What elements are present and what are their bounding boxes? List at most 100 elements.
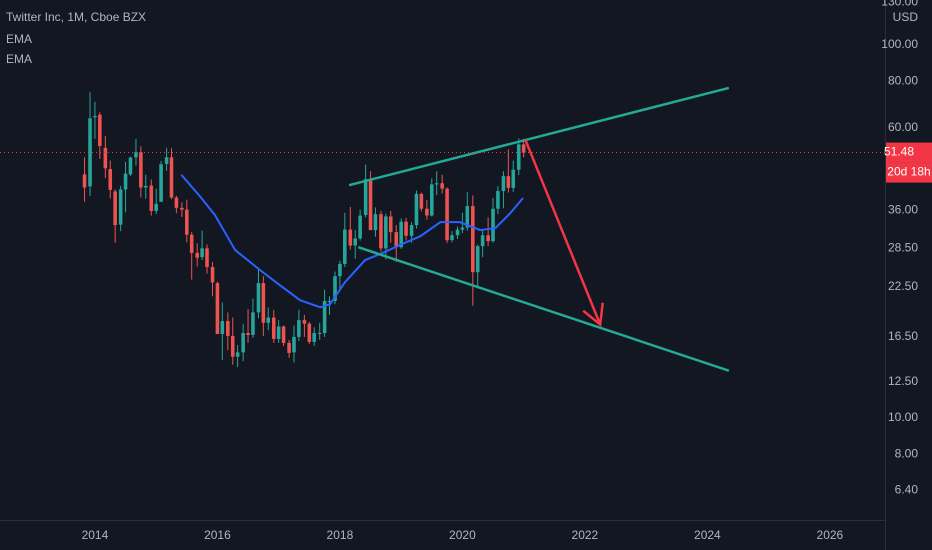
candle-body	[419, 193, 424, 209]
y-tick-label: 80.00	[888, 73, 918, 87]
candle-body	[195, 252, 199, 258]
candle-body	[327, 300, 332, 302]
candle-body	[425, 208, 429, 216]
candle-body	[388, 216, 393, 233]
candle-body	[506, 176, 511, 188]
candle-body	[261, 283, 266, 323]
candle-body	[348, 229, 353, 246]
y-tick-label: 6.40	[895, 483, 919, 497]
candle-body	[429, 184, 434, 216]
candle-body	[338, 263, 342, 277]
candle-body	[317, 333, 322, 335]
last-price-tag	[886, 142, 932, 163]
candle-body	[486, 235, 490, 242]
last-price-label: 51.48	[884, 145, 914, 159]
candle-body	[394, 232, 399, 248]
candle-body	[399, 221, 403, 248]
candle-body	[205, 248, 209, 268]
countdown-label: 20d 18h	[887, 165, 930, 179]
candle-body	[475, 246, 480, 273]
candle-body	[440, 183, 444, 189]
trend-line	[357, 246, 730, 372]
candle-body	[281, 326, 286, 343]
candle-body	[434, 183, 439, 185]
indicator-label: EMA	[6, 52, 32, 66]
candle-body	[379, 214, 383, 249]
y-tick-label: 22.50	[888, 279, 918, 293]
candle-body	[103, 147, 108, 169]
candle-body	[251, 312, 255, 335]
candle-body	[143, 185, 148, 188]
candle-body	[292, 336, 296, 353]
candle-body	[230, 335, 235, 357]
y-tick-label: 36.00	[888, 203, 918, 217]
trend-line	[348, 86, 730, 187]
chart-title: Twitter Inc, 1M, Cboe BZX	[6, 10, 146, 24]
y-tick-label: 8.00	[895, 446, 919, 460]
candle-body	[445, 188, 449, 241]
candle-body	[312, 333, 316, 342]
candle-body	[154, 203, 158, 211]
y-tick-label: 12.50	[888, 374, 918, 388]
candle-body	[159, 164, 163, 202]
candle-body	[460, 227, 465, 230]
candle-body	[241, 333, 245, 353]
candle-body	[496, 191, 500, 209]
candle-body	[246, 333, 250, 335]
y-tick-label: 28.50	[888, 241, 918, 255]
candle-body	[455, 229, 460, 236]
candle-body	[210, 267, 215, 283]
x-tick-label: 2014	[82, 528, 109, 542]
candle-body	[98, 114, 102, 147]
y-tick-label: 100.00	[881, 37, 918, 51]
candle-body	[358, 215, 362, 239]
arrow-head	[582, 302, 604, 328]
x-tick-label: 2022	[572, 528, 599, 542]
candle-body	[82, 174, 87, 188]
candle-body	[465, 206, 470, 228]
candle-body	[333, 276, 337, 301]
candle-body	[271, 317, 276, 339]
x-tick-label: 2026	[817, 528, 844, 542]
candle-body	[302, 320, 307, 324]
candle-body	[384, 216, 388, 249]
candle-body	[276, 326, 281, 339]
candle-body	[471, 206, 475, 273]
candle-body	[113, 191, 117, 226]
y-tick-label: 10.00	[888, 410, 918, 424]
candle-body	[139, 152, 143, 188]
candle-body	[149, 185, 154, 211]
candle-body	[266, 317, 271, 323]
x-tick-label: 2016	[204, 528, 231, 542]
candle-body	[501, 176, 506, 192]
candle-body	[480, 235, 485, 247]
candle-body	[185, 209, 189, 235]
candle-body	[307, 323, 312, 342]
candle-body	[353, 238, 358, 246]
candle-body	[414, 193, 419, 226]
countdown-tag	[886, 162, 932, 183]
candle-body	[189, 234, 194, 253]
y-tick-label: 60.00	[888, 120, 918, 134]
candle-body	[169, 157, 174, 198]
candle-body	[174, 197, 179, 208]
x-tick-label: 2024	[694, 528, 721, 542]
candle-body	[450, 235, 454, 241]
y-tick-label: 16.50	[888, 329, 918, 343]
candle-body	[343, 229, 347, 264]
candle-body	[363, 179, 368, 216]
y-tick-label: 130.00	[881, 0, 918, 9]
candle-body	[368, 179, 373, 231]
candle-body	[200, 248, 204, 258]
candle-body	[164, 157, 169, 164]
ema-line	[180, 174, 524, 309]
candle-body	[297, 320, 301, 337]
candle-body	[235, 352, 240, 357]
candle-body	[322, 300, 327, 334]
candle-body	[287, 342, 291, 353]
x-tick-label: 2020	[449, 528, 476, 542]
candle-body	[88, 118, 92, 187]
